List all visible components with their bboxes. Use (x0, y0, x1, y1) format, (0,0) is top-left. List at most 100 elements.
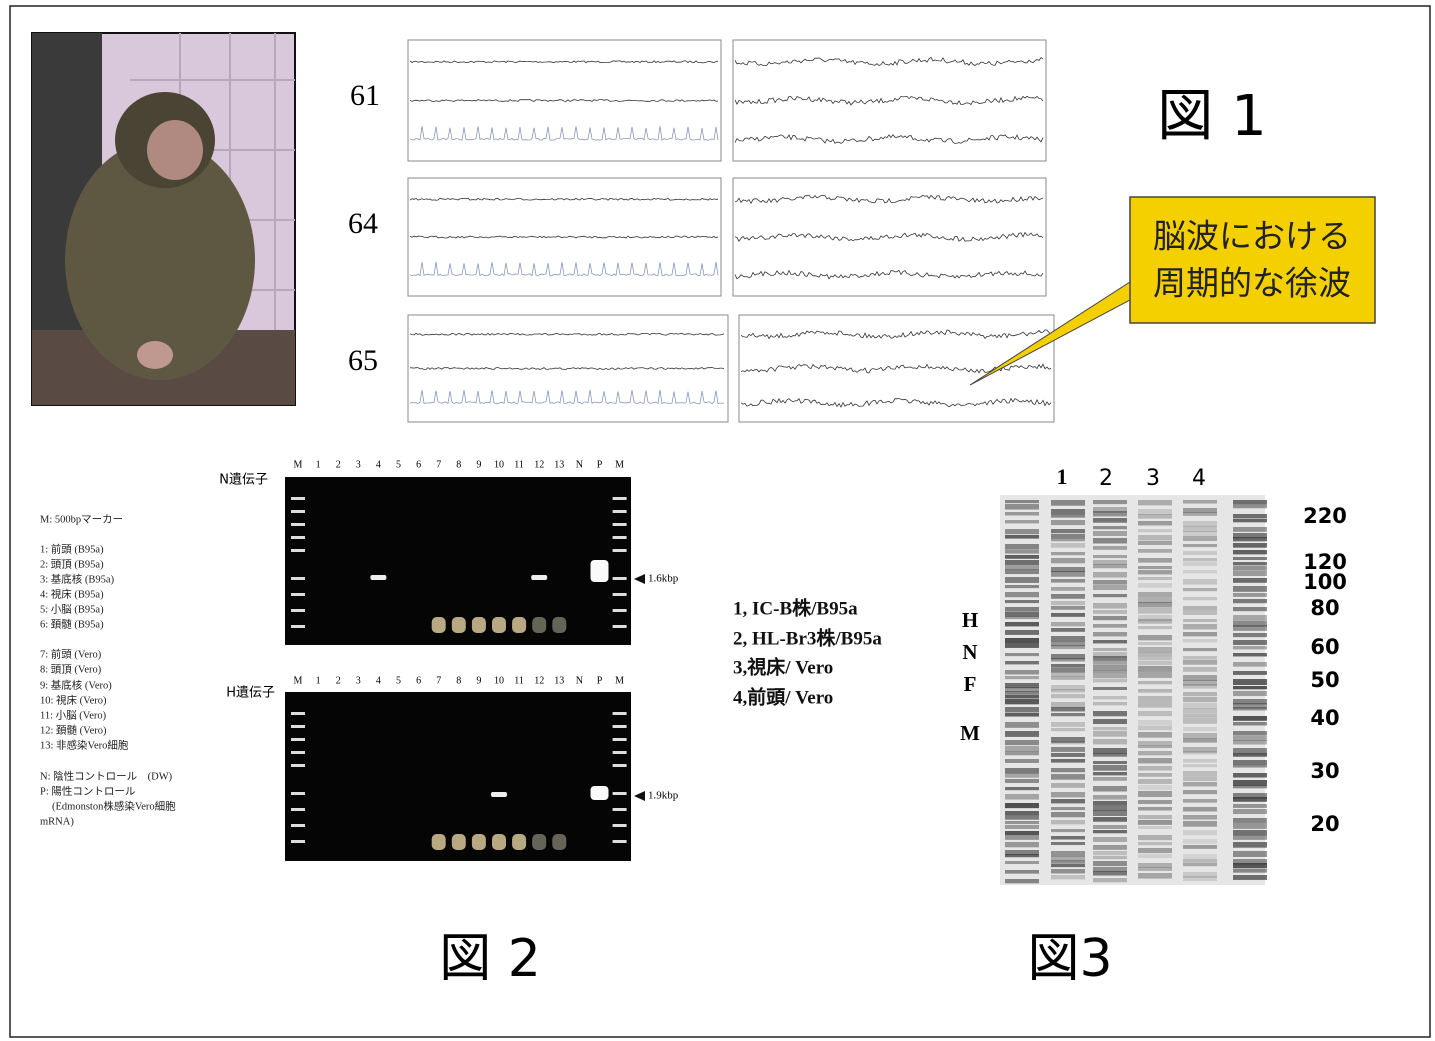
protein-band (1005, 622, 1039, 627)
protein-band (1093, 640, 1127, 644)
lane-label: 11 (514, 675, 524, 686)
protein-band (1233, 691, 1267, 697)
protein-band (1093, 546, 1127, 550)
protein-band (1051, 622, 1085, 627)
protein-band (1138, 773, 1172, 777)
protein-band (1233, 566, 1267, 571)
protein-band (1138, 779, 1172, 784)
ladder-band (291, 609, 305, 612)
protein-band (1183, 500, 1217, 504)
protein-band (1233, 740, 1267, 745)
lane-label: 8 (456, 459, 461, 470)
monkey-photo (31, 32, 296, 406)
marker-label: 30 (1310, 759, 1339, 783)
protein-band (1005, 560, 1039, 565)
protein-band (1183, 718, 1217, 724)
protein-band (1051, 672, 1085, 677)
protein-band (1183, 697, 1217, 703)
protein-band (1138, 642, 1172, 646)
protein-band (1233, 625, 1267, 631)
protein-band (1005, 751, 1039, 756)
lane-label: M (615, 675, 624, 686)
protein-band (1138, 529, 1172, 533)
protein-band (1051, 851, 1085, 857)
lane-label: 1 (1057, 464, 1068, 489)
protein-band (1233, 500, 1267, 505)
protein-band (1005, 550, 1039, 554)
ladder-band (612, 764, 627, 767)
protein-band (1183, 570, 1217, 574)
protein-band (1005, 759, 1039, 763)
protein-band (1093, 878, 1127, 883)
lane-label: M (294, 459, 303, 470)
protein-band (1093, 687, 1127, 691)
protein-band (1051, 856, 1085, 861)
band (370, 575, 387, 580)
lane-label: 7 (436, 675, 441, 686)
protein-band (1233, 859, 1267, 865)
protein-band (1005, 870, 1039, 874)
ladder-band (291, 764, 305, 767)
lane-label: 12 (534, 675, 544, 686)
protein-band (1005, 555, 1039, 559)
marker-label: 220 (1303, 504, 1347, 528)
eeg-trace (734, 231, 1044, 242)
eeg-trace (734, 56, 1044, 67)
protein-band (1233, 653, 1267, 657)
protein-band (1093, 652, 1127, 658)
legend-item: 9: 基底核 (Vero) (40, 678, 112, 691)
protein-band (1005, 616, 1039, 620)
protein-band (1051, 601, 1085, 606)
protein-band (1005, 638, 1039, 644)
protein-band (1183, 872, 1217, 878)
ladder-band (291, 712, 305, 715)
protein-band (1183, 714, 1217, 718)
lane-label: 6 (416, 459, 421, 470)
marker-label: 40 (1310, 706, 1339, 730)
protein-band (1051, 658, 1085, 662)
protein-band (1233, 557, 1267, 561)
figure-label: 図 1 (1157, 84, 1266, 149)
protein-band (1005, 612, 1039, 617)
band (531, 575, 548, 580)
protein-band (1051, 753, 1085, 757)
lane-label: 2 (336, 459, 341, 470)
protein-band (1005, 861, 1039, 865)
protein-band (1051, 558, 1085, 564)
protein-band (1051, 707, 1085, 712)
eeg-trace (740, 329, 1052, 340)
protein-band (1233, 599, 1267, 604)
lane-label: 5 (396, 459, 401, 470)
protein-band (1005, 653, 1039, 657)
protein-band (1051, 741, 1085, 745)
protein-band (1093, 632, 1127, 637)
legend-item: mRNA) (40, 816, 74, 827)
protein-band (1138, 602, 1172, 608)
protein-band (1005, 707, 1039, 713)
protein-band (1183, 692, 1217, 697)
protein-band (1005, 803, 1039, 809)
protein-band (1005, 529, 1039, 535)
eeg-row-label: 64 (348, 207, 378, 240)
protein-band (1005, 535, 1039, 539)
protein-band (1233, 875, 1267, 880)
band (590, 560, 609, 582)
protein-band (1233, 823, 1267, 829)
ladder-band (612, 549, 627, 552)
protein-band (1183, 660, 1217, 665)
legend-item: 7: 前頭 (Vero) (40, 647, 102, 660)
protein-band (1138, 854, 1172, 859)
legend-item: 1: 前頭 (B95a) (40, 542, 104, 555)
protein-band (1093, 851, 1127, 856)
primer-band (431, 834, 446, 850)
protein-band (1138, 558, 1172, 563)
figure-label: 図 2 (439, 929, 541, 989)
protein-band (1093, 555, 1127, 559)
protein-band (1233, 773, 1267, 778)
protein-band (1051, 713, 1085, 717)
protein-band (1183, 606, 1217, 611)
protein-band (1138, 848, 1172, 854)
legend-item: 11: 小脳 (Vero) (40, 709, 107, 721)
protein-band (1233, 793, 1267, 799)
protein-band (1138, 815, 1172, 820)
